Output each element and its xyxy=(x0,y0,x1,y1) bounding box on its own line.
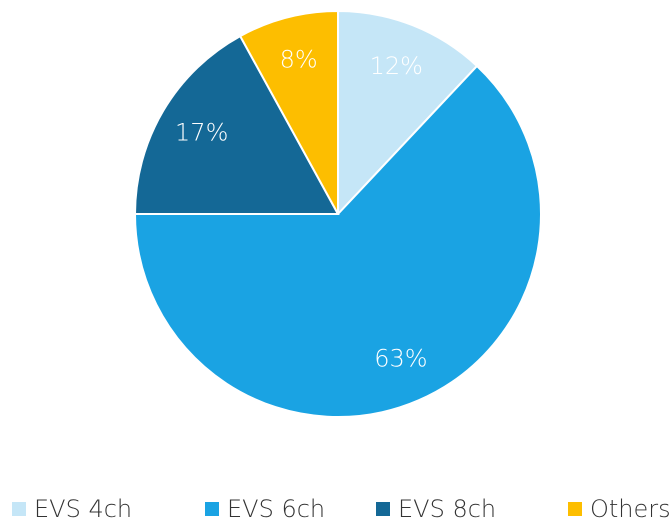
slice-label: 8% xyxy=(280,46,318,74)
legend-swatch xyxy=(12,502,26,516)
legend-swatch xyxy=(205,502,219,516)
slice-label: 63% xyxy=(374,344,427,372)
pie-slice xyxy=(133,34,340,215)
legend-swatch xyxy=(568,502,582,516)
slice-label: 17% xyxy=(175,118,228,146)
legend-label: EVS 4ch xyxy=(34,495,132,523)
legend-swatch xyxy=(376,502,390,516)
legend-label: EVS 6ch xyxy=(227,495,325,523)
legend-label: Others xyxy=(590,495,670,523)
pie-slice xyxy=(337,9,479,217)
legend-label: EVS 8ch xyxy=(398,495,496,523)
pie-slice xyxy=(238,9,339,215)
pie-slice xyxy=(133,64,542,418)
slice-label: 12% xyxy=(370,52,423,80)
